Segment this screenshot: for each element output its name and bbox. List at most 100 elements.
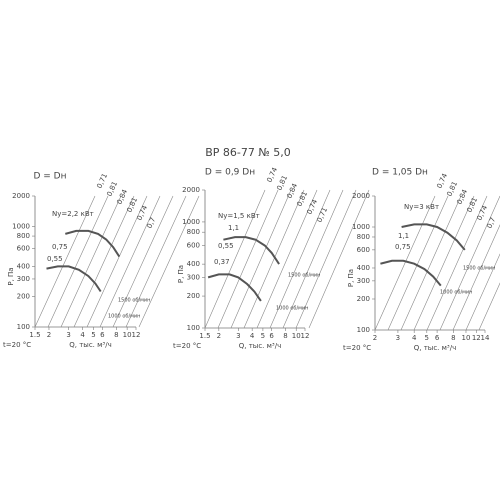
y-tick-label: 600 xyxy=(17,245,30,253)
system-line xyxy=(138,195,200,328)
system-line xyxy=(99,195,161,328)
y-tick-label: 300 xyxy=(17,275,30,283)
y-tick-label: 100 xyxy=(17,323,30,331)
x-tick-label: 2 xyxy=(47,331,51,339)
system-line xyxy=(374,195,436,331)
y-tick-label: 2000 xyxy=(352,192,370,200)
y-tick-label: 200 xyxy=(17,293,30,301)
efficiency-label: 0,81 xyxy=(105,180,119,198)
main-title: ВР 86-77 № 5,0 xyxy=(205,146,291,159)
y-tick-label: 200 xyxy=(357,295,370,303)
x-tick-label: 3 xyxy=(66,331,70,339)
x-tick-label: 12 xyxy=(472,334,481,342)
y-tick-label: 200 xyxy=(187,292,200,300)
efficiency-label: 0,71 xyxy=(95,172,109,190)
x-tick-label: 8 xyxy=(283,332,287,340)
system-line xyxy=(269,189,331,329)
power-label: Ny=1,5 кВт xyxy=(218,212,260,220)
x-axis-label: Q, тыс. м³/ч xyxy=(414,344,456,352)
power-label: 1,1 xyxy=(398,232,409,240)
y-tick-label: 1000 xyxy=(12,222,30,230)
system-line xyxy=(413,195,475,331)
efficiency-label: 0,84 xyxy=(285,182,299,200)
speed-label: 1500 об/мин xyxy=(463,266,495,272)
system-line xyxy=(426,195,488,331)
efficiency-label: 0,74 xyxy=(475,204,489,222)
efficiency-label: 0,74 xyxy=(135,204,149,222)
system-line xyxy=(60,195,122,328)
x-tick-label: 6 xyxy=(100,331,105,339)
x-tick-label: 5 xyxy=(91,331,95,339)
speed-label: 1000 об/мин xyxy=(108,314,140,320)
x-tick-label: 4 xyxy=(80,331,85,339)
efficiency-label: 0,81 xyxy=(275,174,289,192)
x-tick-label: 10 xyxy=(292,332,301,340)
x-tick-label: 1.5 xyxy=(199,332,210,340)
efficiency-label: 0,7 xyxy=(145,216,157,229)
efficiency-label: 0,74 xyxy=(435,172,449,190)
x-tick-label: 2 xyxy=(373,334,377,342)
system-line xyxy=(465,253,500,331)
system-line xyxy=(230,189,292,329)
x-tick-label: 4 xyxy=(250,332,255,340)
y-tick-label: 300 xyxy=(187,273,200,281)
system-line xyxy=(73,195,135,328)
x-tick-label: 6 xyxy=(435,334,440,342)
y-axis-label: P, Па xyxy=(347,269,355,287)
efficiency-label: 0,71 xyxy=(315,206,329,224)
efficiency-label: 0,81 xyxy=(445,180,459,198)
fan-curve xyxy=(207,273,262,302)
x-tick-label: 4 xyxy=(412,334,417,342)
chart-title: D = 0,9 Dн xyxy=(205,168,255,178)
power-label: 0,55 xyxy=(47,255,63,263)
note: t=20 °C xyxy=(343,344,371,352)
efficiency-label: 0,84 xyxy=(115,188,129,206)
power-label: 0,55 xyxy=(218,242,234,250)
x-tick-label: 5 xyxy=(261,332,265,340)
y-tick-label: 2000 xyxy=(12,192,30,200)
system-line xyxy=(308,189,370,329)
y-tick-label: 1000 xyxy=(182,218,200,226)
note: t=20 °C xyxy=(3,341,31,349)
system-line xyxy=(86,195,148,328)
fan-curve xyxy=(380,259,442,287)
y-axis-label: P, Па xyxy=(7,267,15,285)
system-line xyxy=(478,282,500,331)
speed-label: 1000 об/мин xyxy=(276,306,308,312)
system-line xyxy=(295,189,357,329)
system-line xyxy=(243,189,305,329)
x-tick-label: 3 xyxy=(236,332,240,340)
power-label: Ny=2,2 кВт xyxy=(52,210,94,218)
x-tick-label: 12 xyxy=(132,331,141,339)
system-line xyxy=(112,195,174,328)
note: t=20 °C xyxy=(173,342,201,350)
chart-title: D = Dн xyxy=(33,172,66,182)
system-line xyxy=(256,189,318,329)
fan-curve xyxy=(46,265,102,293)
efficiency-label: 0,81 xyxy=(465,196,479,214)
x-tick-label: 10 xyxy=(462,334,471,342)
power-label: 0,75 xyxy=(395,243,411,251)
efficiency-label: 0,81 xyxy=(295,190,309,208)
system-line xyxy=(387,195,449,331)
x-tick-label: 12 xyxy=(301,332,310,340)
system-line xyxy=(125,195,187,328)
power-label: 0,37 xyxy=(214,258,230,266)
fan-curve xyxy=(65,229,121,258)
x-axis-label: Q, тыс. м³/ч xyxy=(69,341,111,349)
y-tick-label: 600 xyxy=(357,246,370,254)
efficiency-label: 0,84 xyxy=(455,188,469,206)
x-tick-label: 14 xyxy=(481,334,490,342)
y-tick-label: 800 xyxy=(17,232,30,240)
y-tick-label: 600 xyxy=(187,241,200,249)
x-tick-label: 1.5 xyxy=(29,331,40,339)
speed-label: 1500 об/мин xyxy=(288,273,320,279)
speed-label: 1000 об/мин xyxy=(440,290,472,296)
efficiency-label: 0,81 xyxy=(125,196,139,214)
efficiency-label: 0,7 xyxy=(485,216,497,229)
x-tick-label: 8 xyxy=(114,331,118,339)
x-tick-label: 3 xyxy=(396,334,400,342)
system-line xyxy=(282,189,344,329)
system-line xyxy=(47,195,109,328)
